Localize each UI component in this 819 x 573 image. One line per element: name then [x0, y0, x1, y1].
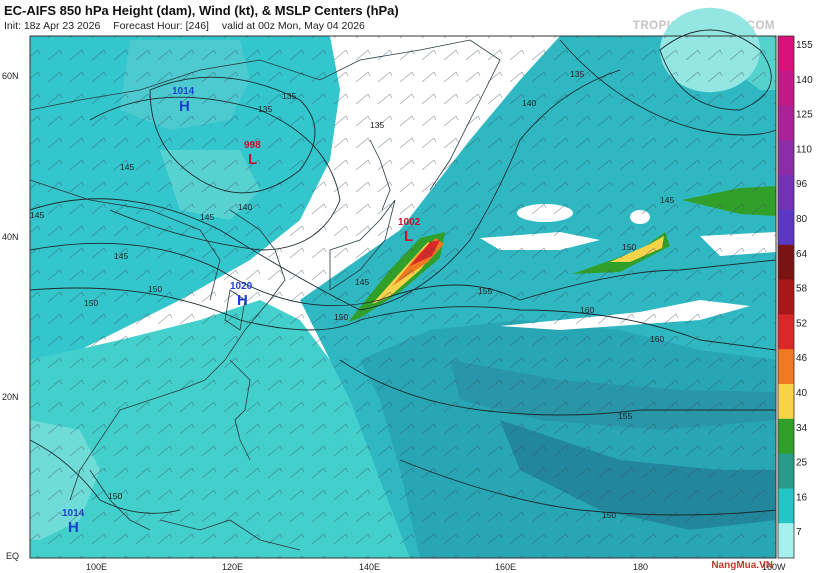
- svg-text:H: H: [179, 98, 190, 115]
- colorbar-label: 64: [796, 249, 808, 260]
- colorbar-label: 110: [796, 144, 812, 155]
- colorbar-label: 140: [796, 75, 813, 86]
- svg-text:1002: 1002: [398, 217, 421, 228]
- contour-label: 150: [84, 298, 98, 308]
- wind-speed-colorbar: 155 140 125 110 96 80 64 58 52 46 40 34 25 16 7: [777, 35, 813, 559]
- colorbar-swatch: [778, 349, 794, 385]
- svg-text:1014: 1014: [172, 86, 195, 97]
- colorbar-label: 52: [796, 318, 808, 329]
- contour-label: 160: [580, 305, 594, 315]
- lon-label: 140E: [359, 562, 380, 572]
- colorbar-swatch: [778, 36, 794, 72]
- svg-text:1020: 1020: [230, 281, 253, 292]
- lon-label: 120E: [222, 562, 243, 572]
- svg-text:L: L: [248, 151, 257, 168]
- colorbar-label: 40: [796, 388, 808, 399]
- contour-label: 160: [650, 334, 664, 344]
- contour-label: 135: [258, 104, 272, 114]
- contour-label: 155: [478, 286, 492, 296]
- colorbar-swatch: [778, 453, 794, 489]
- height-contours: [29, 29, 777, 516]
- low-pressure-center: 1002 L: [398, 217, 421, 245]
- colorbar-swatch: [778, 523, 794, 559]
- latitude-labels: 60N 40N 20N EQ: [2, 71, 19, 561]
- lon-label: 160W: [762, 562, 786, 572]
- lon-label: 180: [633, 562, 648, 572]
- contour-label: 150: [334, 312, 348, 322]
- contour-labels: 135 135 135 140 140 145 145 145 145 145 …: [30, 69, 674, 520]
- contour-label: 135: [370, 120, 384, 130]
- contour-label: 135: [570, 69, 584, 79]
- colorbar-swatch: [778, 210, 794, 246]
- colorbar-label: 25: [796, 458, 808, 469]
- contour-label: 145: [200, 212, 214, 222]
- contour-label: 145: [120, 162, 134, 172]
- svg-text:L: L: [404, 228, 413, 245]
- contour-label: 145: [355, 277, 369, 287]
- colorbar-label: 46: [796, 353, 808, 364]
- high-pressure-center: 1020 H: [230, 281, 253, 309]
- watermark: NangMua.VN: [711, 560, 773, 571]
- colorbar-label: 7: [796, 527, 802, 538]
- low-pressure-center: 998 L: [244, 140, 261, 168]
- svg-text:1014: 1014: [62, 508, 85, 519]
- map-title: EC-AIFS 850 hPa Height (dam), Wind (kt),…: [4, 3, 399, 18]
- contour-label: 145: [30, 210, 44, 220]
- colorbar-swatch: [778, 279, 794, 315]
- lat-label: 60N: [2, 71, 19, 81]
- wind-barbs: [30, 36, 776, 558]
- colorbar-label: 34: [796, 423, 808, 434]
- contour-label: 150: [148, 284, 162, 294]
- high-pressure-center: 1014 H: [62, 508, 85, 536]
- svg-text:H: H: [237, 292, 248, 309]
- longitude-labels: 100E 120E 140E 160E 180 160W: [86, 562, 786, 572]
- forecast-hour: Forecast Hour: [246]: [113, 20, 209, 32]
- contour-label: 140: [238, 202, 252, 212]
- contour-label: 150: [622, 242, 636, 252]
- colorbar-swatch: [778, 314, 794, 350]
- valid-time: valid at 00z Mon, May 04 2026: [221, 20, 365, 32]
- lat-label: EQ: [6, 551, 19, 561]
- high-pressure-center: 1014 H: [172, 86, 195, 115]
- lat-label: 40N: [2, 232, 19, 242]
- colorbar-label: 58: [796, 284, 808, 295]
- colorbar-label: 80: [796, 214, 808, 225]
- contour-label: 145: [660, 195, 674, 205]
- contour-label: 150: [108, 491, 122, 501]
- contour-label: 135: [282, 91, 296, 101]
- colorbar-label: 155: [796, 40, 813, 51]
- colorbar-swatch: [778, 488, 794, 524]
- init-time: Init: 18z Apr 23 2026: [4, 20, 101, 32]
- contour-label: 145: [114, 251, 128, 261]
- colorbar-swatch: [778, 70, 794, 107]
- lon-label: 160E: [495, 562, 516, 572]
- colorbar-swatch: [778, 105, 794, 141]
- pressure-centers: 1014 H 998 L 1002 L 1020 H 1014 H: [62, 86, 421, 536]
- svg-text:H: H: [68, 519, 79, 536]
- colorbar-border: [777, 35, 795, 559]
- colorbar-swatch: [778, 384, 794, 420]
- contour-label: 140: [522, 98, 536, 108]
- svg-text:998: 998: [244, 140, 261, 151]
- coastlines: [29, 39, 501, 551]
- colorbar-swatch: [778, 244, 794, 281]
- colorbar-swatch: [778, 175, 794, 211]
- lon-label: 100E: [86, 562, 107, 572]
- contour-label: 150: [602, 510, 616, 520]
- colorbar-swatch: [778, 140, 794, 176]
- map-subtitle: Init: 18z Apr 23 2026 Forecast Hour: [24…: [4, 20, 375, 32]
- map-frame: [29, 35, 777, 559]
- colorbar-label: 125: [796, 110, 813, 121]
- colorbar-swatch: [778, 418, 794, 455]
- colorbar-label: 16: [796, 492, 808, 503]
- colorbar-label: 96: [796, 179, 808, 190]
- contour-label: 155: [618, 411, 632, 421]
- lat-label: 20N: [2, 392, 19, 402]
